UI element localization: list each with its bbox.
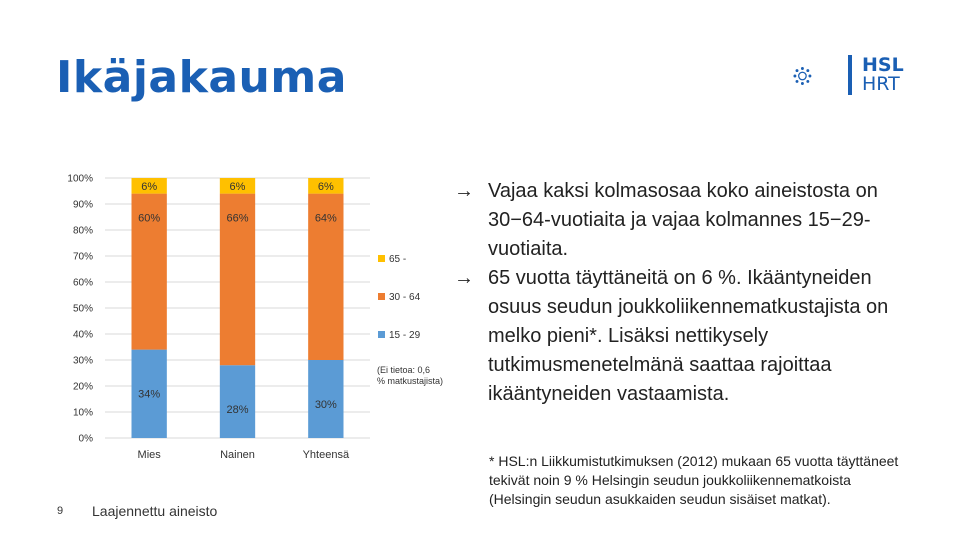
y-tick-label: 40%	[73, 330, 93, 341]
data-label: 6%	[318, 181, 334, 193]
slide-title: Ikäjakauma	[56, 52, 347, 103]
logo-text-hsl: HSL	[862, 54, 904, 76]
bar-segment	[131, 178, 167, 194]
x-tick-label: Nainen	[220, 449, 255, 461]
data-label: 6%	[230, 181, 246, 193]
y-tick-label: 20%	[73, 382, 93, 393]
logo-text-hrt: HRT	[862, 73, 900, 95]
bullet-text: 65 vuotta täyttäneitä on 6 %. Ikääntynei…	[488, 267, 889, 405]
chart-y-axis: 0% 10% 20% 30% 40% 50% 60% 70% 80% 90% 100%	[67, 174, 93, 445]
legend-swatch	[378, 255, 385, 262]
legend-label: 15 - 29	[389, 330, 421, 341]
bullet-item: → Vajaa kaksi kolmasosaa koko aineistost…	[452, 177, 922, 264]
legend-label: 65 -	[389, 254, 406, 265]
chart-x-axis: Mies Nainen Yhteensä	[138, 449, 350, 461]
x-tick-label: Mies	[138, 449, 162, 461]
legend-swatch	[378, 293, 385, 300]
y-tick-label: 90%	[73, 200, 93, 211]
legend-label: 30 - 64	[389, 292, 421, 303]
bar-segment	[131, 349, 167, 438]
chart-bars: 34% 60% 6% 28% 66% 6% 30% 64% 6%	[131, 178, 344, 438]
hsl-sun-icon	[793, 67, 812, 85]
data-label: 64%	[315, 213, 337, 225]
footnote: * HSL:n Liikkumistutkimuksen (2012) muka…	[489, 453, 899, 507]
bullet-text: Vajaa kaksi kolmasosaa koko aineistosta …	[488, 180, 878, 260]
page-number: 9	[57, 505, 64, 517]
y-tick-label: 10%	[73, 408, 93, 419]
data-label: 30%	[315, 399, 337, 411]
y-tick-label: 60%	[73, 278, 93, 289]
data-label: 28%	[226, 404, 248, 416]
chart-legend: 15 - 29 30 - 64 65 - (Ei tietoa: 0,6% matku…	[377, 254, 443, 386]
arrow-right-icon: →	[454, 267, 474, 289]
bar-segment	[308, 178, 344, 194]
logo-divider	[848, 55, 852, 95]
x-tick-label: Yhteensä	[303, 449, 350, 461]
arrow-right-icon: →	[454, 180, 474, 202]
bullet-item: → 65 vuotta täyttäneitä on 6 %. Ikääntyn…	[452, 264, 922, 409]
y-tick-label: 0%	[79, 434, 94, 445]
y-tick-label: 30%	[73, 356, 93, 367]
source-note: Laajennettu aineisto	[92, 503, 218, 519]
bar-segment	[131, 193, 167, 350]
legend-swatch	[378, 331, 385, 338]
bar-segment	[308, 360, 344, 438]
data-label: 34%	[138, 389, 160, 401]
data-label: 6%	[141, 181, 157, 193]
bar-segment	[308, 193, 344, 360]
y-tick-label: 100%	[67, 174, 93, 185]
bar-segment	[219, 193, 256, 366]
bar-segment	[219, 178, 256, 194]
bullet-list: → Vajaa kaksi kolmasosaa koko aineistost…	[452, 177, 922, 409]
legend-note: (Ei tietoa: 0,6% matkustajista)	[377, 365, 443, 386]
age-distribution-chart: 0% 10% 20% 30% 40% 50% 60% 70% 80% 90% 100% 34% 60%…	[67, 174, 443, 462]
data-label: 66%	[226, 213, 248, 225]
bar-segment	[219, 365, 256, 438]
y-tick-label: 70%	[73, 252, 93, 263]
data-label: 60%	[138, 213, 160, 225]
y-tick-label: 50%	[73, 304, 93, 315]
y-tick-label: 80%	[73, 226, 93, 237]
